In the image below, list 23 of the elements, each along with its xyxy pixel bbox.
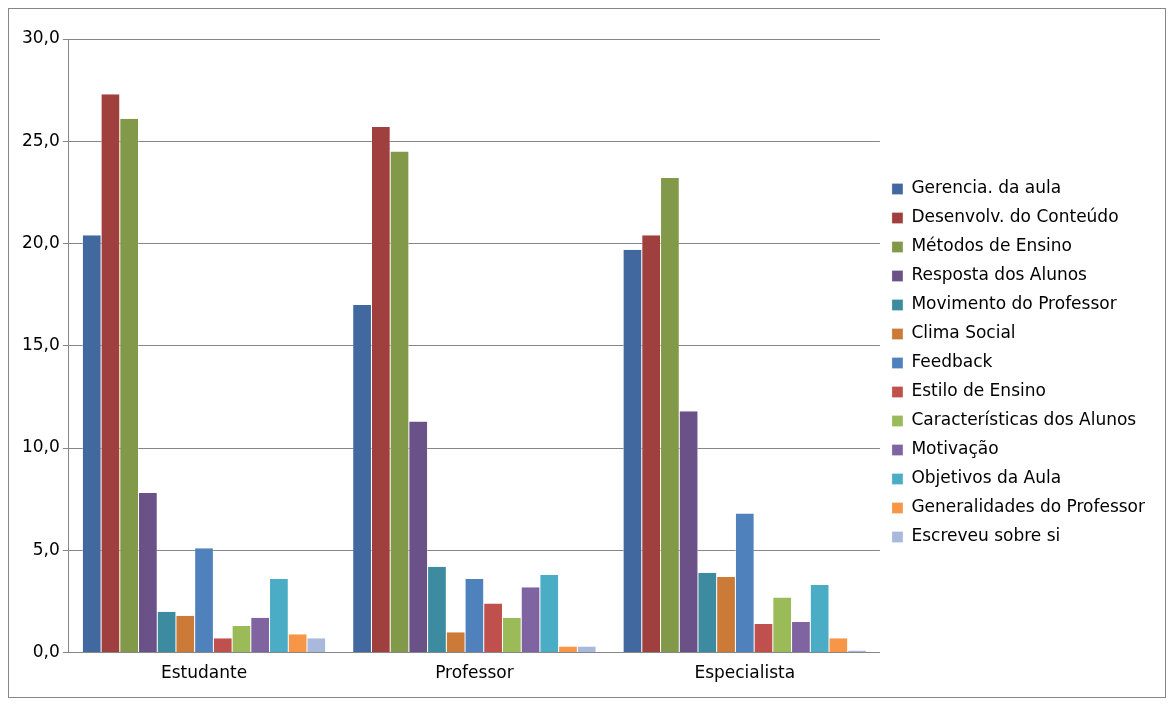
- legend-label: Métodos de Ensino: [911, 235, 1073, 256]
- y-tick-label: 0,0: [32, 641, 60, 662]
- x-tick-label: Especialista: [694, 662, 796, 683]
- legend-label: Movimento do Professor: [911, 293, 1117, 314]
- legend-label: Feedback: [911, 351, 993, 372]
- legend-label: Objetivos da Aula: [911, 467, 1062, 488]
- legend-label: Motivação: [911, 438, 999, 459]
- legend-label: Clima Social: [911, 322, 1016, 343]
- x-tick-label: Professor: [435, 662, 514, 683]
- legend-label: Estilo de Ensino: [911, 380, 1046, 401]
- legend-label: Escreveu sobre si: [911, 525, 1061, 546]
- x-tick-label: Estudante: [160, 662, 248, 683]
- y-tick-label: 5,0: [32, 538, 60, 559]
- y-tick-label: 15,0: [21, 334, 60, 355]
- legend-label: Resposta dos Alunos: [911, 264, 1088, 285]
- legend-label: Desenvolv. do Conteúdo: [911, 206, 1119, 227]
- y-tick-label: 30,0: [21, 27, 60, 48]
- y-tick-label: 20,0: [21, 231, 60, 252]
- legend-label: Generalidades do Professor: [911, 496, 1146, 517]
- y-tick-label: 10,0: [21, 436, 60, 457]
- y-tick-label: 25,0: [21, 129, 60, 150]
- legend-label: Gerencia. da aula: [911, 177, 1062, 198]
- legend-label: Características dos Alunos: [911, 409, 1137, 430]
